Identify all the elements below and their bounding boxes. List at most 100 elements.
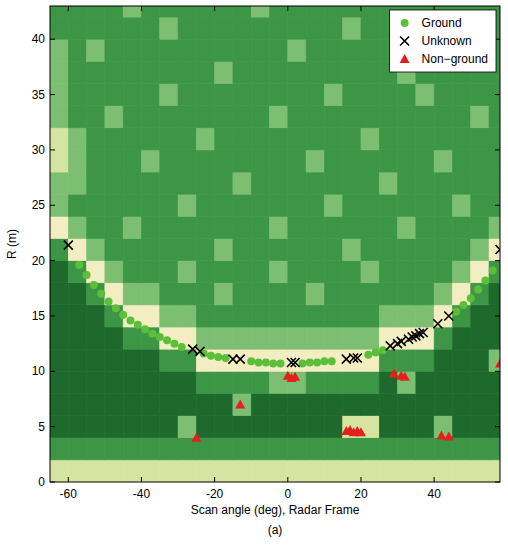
heat-cell [141, 283, 159, 305]
heat-cell [196, 83, 214, 105]
heat-cell [196, 393, 214, 415]
heat-cell [288, 128, 306, 150]
heat-cell [50, 6, 68, 17]
heat-cell [233, 61, 251, 83]
heat-cell [452, 349, 470, 371]
heat-cell [398, 83, 416, 105]
heat-cell [361, 327, 379, 349]
heat-cell [68, 39, 86, 61]
legend-marker [401, 19, 409, 27]
heat-cell [306, 283, 324, 305]
heat-cell [324, 17, 342, 39]
heat-cell [489, 150, 500, 172]
heat-cell [434, 393, 452, 415]
heat-cell [398, 349, 416, 371]
point [148, 330, 156, 338]
legend-marker [400, 37, 409, 46]
heat-cell [233, 327, 251, 349]
heat-cell [141, 460, 159, 482]
heat-cell [270, 194, 288, 216]
heat-cell [68, 283, 86, 305]
heat-cell [105, 61, 123, 83]
heat-cell [178, 349, 196, 371]
heat-cell [215, 150, 233, 172]
heat-cell [87, 128, 105, 150]
heat-cell [50, 150, 68, 172]
heat-cell [215, 17, 233, 39]
tick [360, 6, 361, 11]
heat-cell [233, 283, 251, 305]
point [134, 321, 142, 329]
heat-cell [123, 349, 141, 371]
heat-cell [343, 261, 361, 283]
heat-cell [324, 150, 342, 172]
heat-cell [233, 238, 251, 260]
point [126, 316, 134, 324]
heat-cell [324, 305, 342, 327]
heat-cell [379, 150, 397, 172]
heat-cell [215, 83, 233, 105]
heat-cell [288, 327, 306, 349]
point [90, 281, 98, 289]
heat-cell [251, 393, 269, 415]
heat-cell [123, 371, 141, 393]
heat-cell [123, 238, 141, 260]
point [467, 294, 475, 302]
heat-cell [434, 194, 452, 216]
heat-cell [398, 194, 416, 216]
point [489, 267, 497, 275]
heat-cell [270, 305, 288, 327]
heat-cell [215, 327, 233, 349]
tick-label: -60 [60, 487, 78, 501]
heat-cell [68, 393, 86, 415]
heat-cell [178, 150, 196, 172]
heat-cell [123, 416, 141, 438]
heat-cell [251, 327, 269, 349]
tick [495, 205, 500, 206]
heat-cell [87, 327, 105, 349]
heat-cell [306, 238, 324, 260]
heat-cell [87, 61, 105, 83]
heat-cell [87, 349, 105, 371]
point [397, 337, 406, 346]
heat-cell [141, 261, 159, 283]
heat-cell [160, 150, 178, 172]
tick [360, 477, 361, 482]
heat-cell [50, 283, 68, 305]
heat-cell [343, 172, 361, 194]
heat-cell [160, 39, 178, 61]
heat-cell [471, 194, 489, 216]
heat-cell [141, 150, 159, 172]
heat-cell [306, 39, 324, 61]
heat-cell [434, 261, 452, 283]
heat-cell [87, 238, 105, 260]
tick [50, 426, 55, 427]
heat-cell [379, 416, 397, 438]
heat-cell [306, 305, 324, 327]
plot-frame [50, 6, 500, 482]
heat-cell [398, 261, 416, 283]
heat-cell [343, 106, 361, 128]
heat-cell [361, 349, 379, 371]
heat-cell [416, 305, 434, 327]
heat-cell [105, 438, 123, 460]
heat-cell [87, 17, 105, 39]
heat-cell [123, 172, 141, 194]
heat-cell [361, 39, 379, 61]
heat-cell [324, 327, 342, 349]
heat-cell [343, 83, 361, 105]
heat-cell [160, 61, 178, 83]
heat-cell [178, 261, 196, 283]
heat-cell [288, 216, 306, 238]
heat-cell [251, 261, 269, 283]
heat-cell [270, 83, 288, 105]
heat-cell [324, 460, 342, 482]
heat-cell [215, 39, 233, 61]
heat-cell [196, 216, 214, 238]
heat-cell [50, 17, 68, 39]
heat-cell [270, 172, 288, 194]
tick [495, 94, 500, 95]
heat-cell [452, 172, 470, 194]
heat-cell [343, 39, 361, 61]
heat-cell [233, 216, 251, 238]
